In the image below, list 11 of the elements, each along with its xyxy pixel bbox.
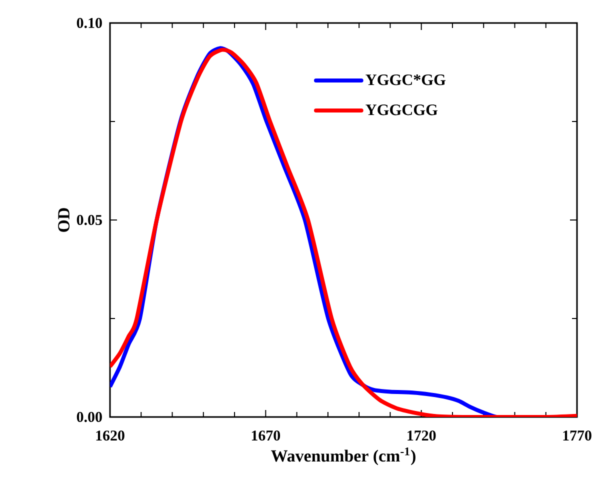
x-tick-label: 1770 (563, 430, 592, 441)
y-tick-label: 0.05 (76, 214, 102, 226)
y-axis-title: OD (58, 208, 70, 232)
x-axis-title: Wavenumber (cm$^{-1}$) (271, 447, 416, 466)
y-tick-label: 0.10 (76, 18, 102, 28)
x-tick-label: 1720 (408, 430, 436, 441)
x-tick-label: 1620 (96, 430, 124, 441)
y-tick-label: 0.00 (76, 412, 102, 422)
legend-label: YGGC*GG (366, 74, 446, 86)
x-tick-label: 1670 (252, 430, 280, 441)
legend-label: YGGCGG (366, 104, 438, 116)
